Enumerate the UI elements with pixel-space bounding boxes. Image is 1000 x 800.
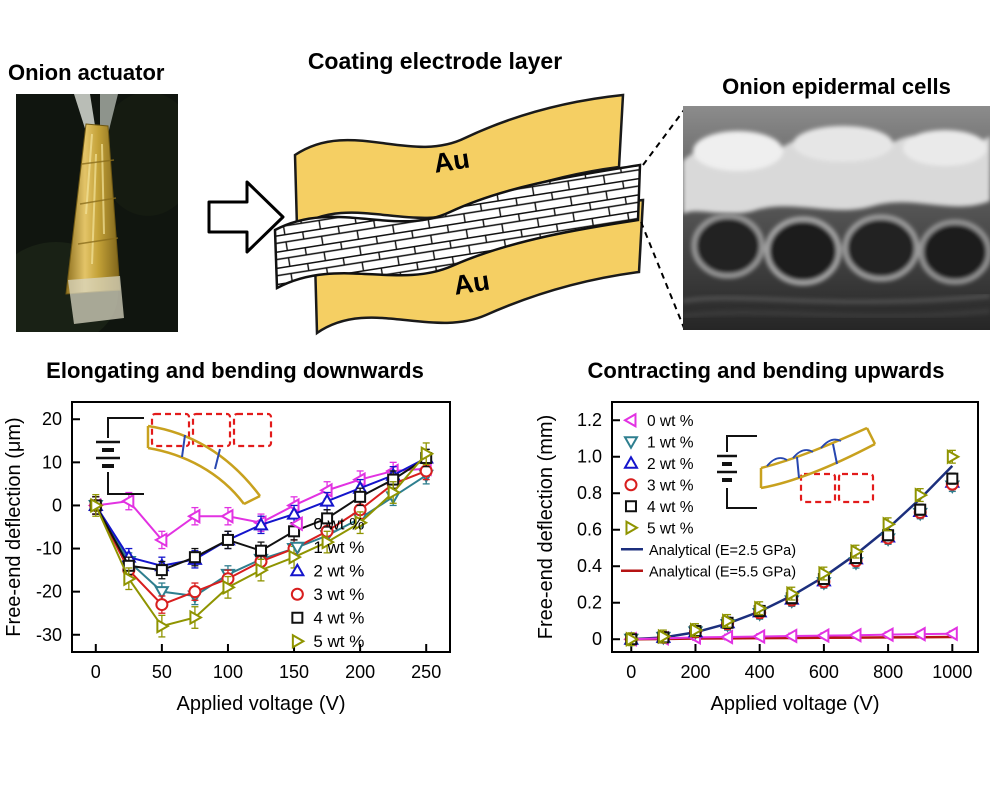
svg-text:10: 10 <box>42 452 62 472</box>
svg-text:1.2: 1.2 <box>577 410 602 430</box>
svg-text:0: 0 <box>91 662 101 682</box>
svg-text:200: 200 <box>680 662 710 682</box>
bent-beam-down <box>146 424 261 506</box>
svg-text:600: 600 <box>809 662 839 682</box>
svg-text:0: 0 <box>592 629 602 649</box>
connector-dashed-top <box>642 109 685 166</box>
svg-text:5 wt %: 5 wt % <box>647 520 694 537</box>
sem-top-cell-layer <box>683 126 990 214</box>
connector-dashed-bottom <box>640 221 685 329</box>
battery-circuit-icon <box>96 417 144 495</box>
svg-text:3 wt %: 3 wt % <box>313 585 364 604</box>
svg-text:0: 0 <box>626 662 636 682</box>
series-5wt% <box>625 449 961 647</box>
undeformed-outline <box>799 472 875 504</box>
sem-bottom-texture <box>683 294 990 319</box>
svg-text:-20: -20 <box>36 582 62 602</box>
y-axis-label: Free-end deflection (mm) <box>535 415 557 640</box>
onion-cell-layer <box>273 163 642 291</box>
chart-right-plot: 0 200 400 600 800 1000 0 0.2 0.4 0.6 0.8 1.0 1.2 Appl… <box>535 401 979 715</box>
svg-text:3 wt %: 3 wt % <box>647 477 694 494</box>
svg-text:0.8: 0.8 <box>577 483 602 503</box>
svg-text:0.4: 0.4 <box>577 556 602 576</box>
x-axis-label: Applied voltage (V) <box>711 693 880 715</box>
svg-text:1000: 1000 <box>932 662 972 682</box>
axis-ticks: 0 200 400 600 800 1000 0 0.2 0.4 0.6 0.8 1.0 1.2 <box>577 410 972 682</box>
svg-text:0.6: 0.6 <box>577 520 602 540</box>
series-5wt% <box>90 442 435 638</box>
plot-frame <box>71 401 451 653</box>
chart-left: Elongating and bending downwards 0 50 100 1… <box>0 358 470 725</box>
svg-text:800: 800 <box>873 662 903 682</box>
svg-text:0: 0 <box>52 495 62 515</box>
svg-text:250: 250 <box>411 662 441 682</box>
legend: 0 wt % 1 wt % 2 wt % 3 wt % 4 wt % 5 wt % <box>289 514 364 651</box>
svg-text:150: 150 <box>279 662 309 682</box>
chart-right: Contracting and bending upwards 0 200 400 6… <box>532 358 1000 725</box>
svg-text:0.2: 0.2 <box>577 593 602 613</box>
svg-text:0 wt %: 0 wt % <box>647 413 694 430</box>
process-arrow-icon <box>207 180 285 254</box>
plot-frame <box>611 401 979 653</box>
chart-left-title: Elongating and bending downwards <box>46 358 424 383</box>
sem-title: Onion epidermal cells <box>722 74 951 99</box>
svg-text:200: 200 <box>345 662 375 682</box>
svg-text:2 wt %: 2 wt % <box>313 561 364 580</box>
schematic-title: Coating electrode layer <box>307 48 563 74</box>
y-axis-label: Free-end deflection (μm) <box>3 417 25 636</box>
chart-right-title: Contracting and bending upwards <box>587 358 945 383</box>
svg-text:2 wt %: 2 wt % <box>647 456 694 473</box>
svg-text:1.0: 1.0 <box>577 447 602 467</box>
svg-text:0 wt %: 0 wt % <box>313 514 364 533</box>
svg-text:-10: -10 <box>36 539 62 559</box>
svg-text:-30: -30 <box>36 625 62 645</box>
onion-actuator-photo <box>16 94 178 332</box>
au-label-top: Au <box>431 143 471 178</box>
chart-left-plot: 0 50 100 150 200 250 -30 -20 -10 0 10 20 Applied vol… <box>3 401 451 715</box>
x-axis-label: Applied voltage (V) <box>177 693 346 715</box>
electrode-schematic: Au Au <box>207 93 685 336</box>
undeformed-outline <box>150 412 273 448</box>
svg-text:20: 20 <box>42 409 62 429</box>
sem-image <box>683 106 990 330</box>
gold-strip <box>65 123 124 324</box>
legend: 0 wt % 1 wt % 2 wt % 3 wt % 4 wt % 5 wt % Anal… <box>620 412 796 580</box>
chart-right-inset-schematic <box>717 426 877 509</box>
chart-left-inset-schematic <box>96 412 273 506</box>
svg-text:4 wt %: 4 wt % <box>647 499 694 516</box>
svg-text:Analytical (E=5.5 GPa): Analytical (E=5.5 GPa) <box>649 564 796 580</box>
svg-text:1 wt %: 1 wt % <box>647 434 694 451</box>
bent-beam-up <box>759 426 877 490</box>
au-layer-top <box>293 93 625 231</box>
axis-ticks: 0 50 100 150 200 250 -30 -20 -10 0 10 20 <box>36 409 441 682</box>
svg-text:1 wt %: 1 wt % <box>313 538 364 557</box>
svg-text:Analytical (E=2.5 GPa): Analytical (E=2.5 GPa) <box>649 543 796 559</box>
svg-text:400: 400 <box>745 662 775 682</box>
svg-text:4 wt %: 4 wt % <box>313 608 364 627</box>
onion-actuator-title: Onion actuator <box>8 60 165 85</box>
sem-cell-cavities <box>691 213 990 286</box>
svg-text:5 wt %: 5 wt % <box>313 632 364 651</box>
au-label-bottom: Au <box>451 265 491 300</box>
svg-text:50: 50 <box>152 662 172 682</box>
svg-text:100: 100 <box>213 662 243 682</box>
battery-circuit-icon <box>717 435 757 509</box>
